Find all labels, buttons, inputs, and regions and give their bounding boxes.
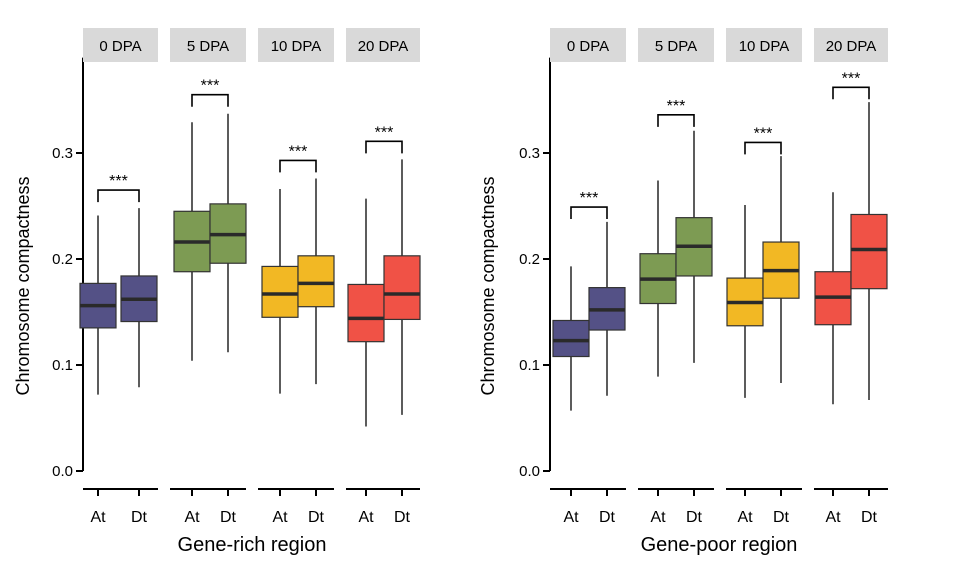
x-tick-label: At	[272, 509, 288, 526]
x-tick-label: At	[825, 509, 841, 526]
y-tick-label: 0.2	[52, 251, 73, 268]
y-axis-title: Chromosome compactness	[13, 176, 33, 395]
box	[552, 319, 590, 358]
x-tick-label: Dt	[861, 509, 878, 526]
facet-strip	[814, 28, 888, 62]
x-tick-label: At	[563, 509, 579, 526]
facet-label: 10 DPA	[271, 38, 322, 55]
x-tick-label: Dt	[308, 509, 325, 526]
significance-label: ***	[201, 78, 220, 95]
significance-bracket	[191, 93, 229, 107]
box	[383, 255, 421, 321]
gene-poor-plot: Chromosome compactness Gene-poor region …	[478, 28, 888, 556]
gene-rich-plot: Chromosome compactness Gene-rich region …	[13, 28, 421, 556]
facet-label: 10 DPA	[739, 38, 790, 55]
facet-label: 20 DPA	[358, 38, 409, 55]
box	[297, 255, 335, 308]
y-tick-label: 0.3	[52, 145, 73, 162]
facet-label: 20 DPA	[826, 38, 877, 55]
significance-label: ***	[289, 143, 308, 160]
significance-bracket	[832, 86, 870, 100]
y-tick-label: 0.0	[52, 463, 73, 480]
significance-label: ***	[109, 173, 128, 190]
x-tick-label: At	[358, 509, 374, 526]
x-tick-label: Dt	[773, 509, 790, 526]
significance-bracket	[279, 159, 317, 173]
x-tick-label: At	[650, 509, 666, 526]
facet-strip	[550, 28, 626, 62]
x-tick-label: Dt	[131, 509, 148, 526]
facet-label: 0 DPA	[567, 38, 609, 55]
significance-label: ***	[754, 125, 773, 142]
x-tick-label: Dt	[686, 509, 703, 526]
significance-bracket	[744, 141, 782, 155]
x-tick-label: At	[90, 509, 106, 526]
facet-strip	[170, 28, 246, 62]
x-tick-label: At	[737, 509, 753, 526]
significance-bracket	[365, 140, 403, 154]
x-tick-label: Dt	[599, 509, 616, 526]
significance-bracket	[657, 114, 695, 127]
y-tick-label: 0.0	[519, 463, 540, 480]
facet-strip	[638, 28, 714, 62]
y-axis-title: Chromosome compactness	[478, 176, 498, 395]
x-axis-title: Gene-rich region	[178, 534, 327, 556]
facet-strip	[726, 28, 802, 62]
y-tick-label: 0.3	[519, 145, 540, 162]
facet-label: 0 DPA	[99, 38, 141, 55]
significance-label: ***	[375, 124, 394, 141]
significance-label: ***	[667, 98, 686, 115]
x-axis-title: Gene-poor region	[641, 534, 798, 556]
significance-label: ***	[580, 190, 599, 207]
x-tick-label: Dt	[220, 509, 237, 526]
significance-label: ***	[842, 70, 861, 87]
box	[347, 283, 385, 343]
significance-bracket	[97, 189, 140, 203]
facet-strip	[346, 28, 420, 62]
x-tick-label: Dt	[394, 509, 411, 526]
facet-strip	[83, 28, 158, 62]
facet-strip	[258, 28, 334, 62]
box	[850, 213, 888, 290]
y-tick-label: 0.1	[52, 357, 73, 374]
facet-label: 5 DPA	[187, 38, 229, 55]
significance-bracket	[570, 206, 608, 220]
y-tick-label: 0.1	[519, 357, 540, 374]
x-tick-label: At	[184, 509, 200, 526]
y-tick-label: 0.2	[519, 251, 540, 268]
box	[261, 265, 299, 318]
facet-label: 5 DPA	[655, 38, 697, 55]
